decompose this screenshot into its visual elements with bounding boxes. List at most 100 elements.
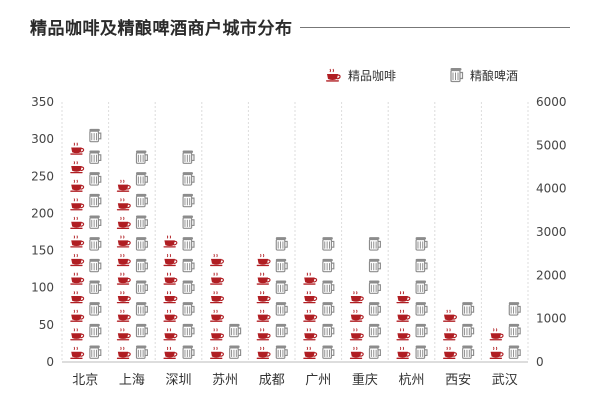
coffee-cup-icon [163,235,178,248]
beer-mug-icon [89,128,102,143]
coffee-cup-icon [303,328,318,341]
x-tick-label: 苏州 [212,372,238,388]
beer-mug-icon [508,302,521,316]
coffee-cup-icon [256,309,271,322]
beer-mug-icon [89,215,102,229]
beer-mug-icon [368,280,381,294]
coffee-cup-icon [396,309,411,322]
coffee-cup-icon [210,328,224,341]
beer-mug-icon [415,280,428,294]
beer-mug-icon [135,345,148,359]
y-right-tick-label: 1000 [536,312,567,326]
beer-mug-icon [182,323,195,338]
beer-mug-icon [415,302,428,316]
beer-mug-icon [275,323,288,338]
coffee-cup-icon [163,253,178,267]
coffee-cup-icon [116,235,131,248]
legend: 精品咖啡 精酿啤酒 [326,68,518,83]
beer-mug-icon [275,302,288,316]
coffee-cup-icon [163,272,178,285]
y-left-tick-label: 250 [31,169,54,183]
y-left-tick-label: 50 [39,318,54,332]
beer-mug-icon [182,258,195,273]
coffee-cup-icon [70,253,85,267]
coffee-cup-icon [70,216,85,229]
coffee-cup-icon [163,309,178,322]
beer-mug-icon [89,323,102,338]
y-right-tick-label: 6000 [536,95,567,109]
coffee-cup-icon [303,346,318,359]
beer-mug-icon [322,280,335,294]
y-left-tick-label: 0 [46,355,54,369]
beer-mug-icon [275,280,288,294]
beer-mug-icon [135,215,148,229]
coffee-cup-icon [303,291,318,304]
beer-mug-icon [135,237,148,251]
beer-mug-icon [182,345,195,359]
beer-mug-icon [135,302,148,316]
beer-mug-icon [182,280,195,294]
beer-mug-icon [182,172,195,186]
legend-label-coffee: 精品咖啡 [348,68,396,83]
coffee-cup-icon [443,309,457,322]
beer-mug-icon [135,280,148,294]
coffee-cup-icon [326,68,341,82]
coffee-cup-icon [396,328,411,341]
coffee-cup-icon [256,253,271,267]
x-tick-label: 西安 [445,373,471,388]
y-left-tick-label: 200 [31,206,54,220]
title-divider [300,27,570,28]
beer-mug-icon [89,172,102,186]
beer-mug-icon [368,345,381,359]
coffee-cup-icon [349,328,364,341]
chart-title: 精品咖啡及精酿啤酒商户城市分布 [30,19,293,39]
coffee-cup-icon [70,198,85,211]
coffee-cup-icon [349,346,364,359]
y-left-tick-label: 300 [31,132,54,146]
beer-mug-icon [135,258,148,273]
coffee-cup-icon [256,346,271,359]
beer-mug-icon [462,323,475,338]
coffee-cup-icon [210,309,224,322]
coffee-cup-icon [210,253,224,267]
beer-mug-icon [415,345,428,359]
x-tick-label: 上海 [119,373,145,388]
beer-mug-icon [508,323,521,338]
coffee-cup-icon [256,328,271,341]
beer-mug-icon [322,345,335,359]
beer-mug-icon [229,323,242,338]
x-tick-label: 重庆 [352,372,378,388]
beer-mug-icon [135,193,148,208]
beer-mug-icon [462,345,475,359]
beer-mug-icon [135,323,148,338]
legend-label-beer: 精酿啤酒 [470,68,518,83]
coffee-cup-icon [256,291,271,304]
coffee-cup-icon [70,161,85,174]
coffee-cup-icon [70,142,85,155]
coffee-cup-icon [70,328,85,341]
coffee-cup-icon [489,346,504,359]
beer-mug-icon [182,150,195,164]
beer-mug-icon [89,193,102,208]
beer-mug-icon [415,258,428,273]
x-tick-label: 广州 [305,373,331,388]
beer-mug-icon [182,215,195,229]
y-left-tick-label: 350 [31,95,54,109]
coffee-cup-icon [443,328,457,341]
beer-mug-icon [89,237,102,251]
beer-mug-icon [135,172,148,186]
beer-mug-icon [415,237,428,251]
coffee-cup-icon [396,346,411,359]
coffee-cup-icon [70,235,85,248]
beer-mug-icon [89,280,102,294]
beer-mug-icon [415,323,428,338]
y-right-tick-label: 4000 [536,182,567,196]
beer-mug-icon [462,302,475,316]
coffee-cup-icon [489,328,504,341]
y-right-tick-label: 5000 [536,138,567,152]
x-tick-label: 北京 [72,373,98,388]
coffee-cup-icon [116,216,131,229]
beer-mug-icon [89,302,102,316]
beer-mug-icon [182,237,195,251]
beer-mug-icon [322,237,335,251]
